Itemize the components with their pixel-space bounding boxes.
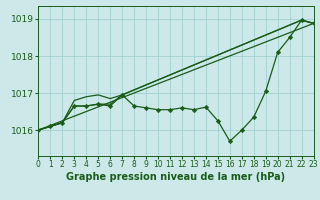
X-axis label: Graphe pression niveau de la mer (hPa): Graphe pression niveau de la mer (hPa) [67,172,285,182]
